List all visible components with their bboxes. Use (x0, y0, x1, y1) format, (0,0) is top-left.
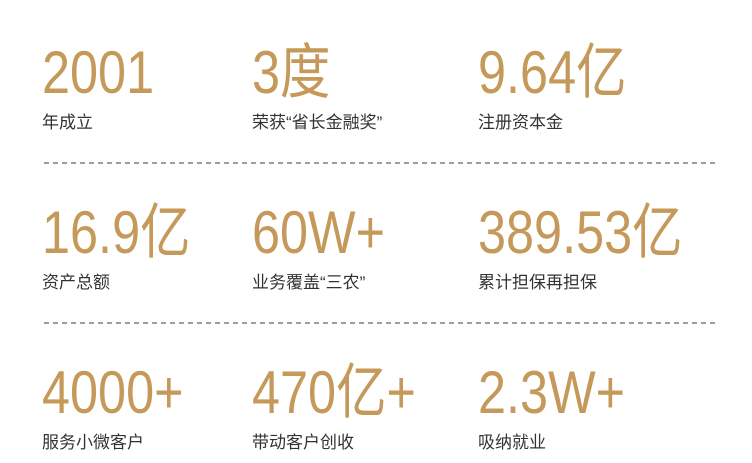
stat-value: 60W+ (252, 198, 386, 266)
stat-label: 注册资本金 (478, 113, 563, 132)
stat-item-cumulative-guarantee: 389.53亿 累计担保再担保 (478, 198, 722, 295)
stat-item-founded: 2001 年成立 (42, 40, 252, 135)
stat-item-total-assets: 16.9亿 资产总额 (42, 198, 252, 295)
stat-label: 累计担保再担保 (478, 272, 597, 292)
stat-value: 470亿+ (252, 358, 416, 426)
stat-value: 3度 (252, 39, 331, 106)
stat-item-employment: 2.3W+ 吸纳就业 (478, 358, 715, 455)
stat-item-business-coverage: 60W+ 业务覆盖“三农” (252, 198, 478, 295)
stat-item-client-revenue: 470亿+ 带动客户创收 (252, 358, 478, 455)
stat-item-registered-capital: 9.64亿 注册资本金 (478, 40, 715, 135)
stat-value: 4000+ (42, 358, 184, 426)
stat-item-awards: 3度 荣获“省长金融奖” (252, 40, 478, 135)
stat-value: 16.9亿 (42, 198, 191, 266)
stats-row-2: 16.9亿 资产总额 60W+ 业务覆盖“三农” 389.53亿 累计担保再担保 (42, 198, 715, 295)
stat-value: 2.3W+ (478, 358, 626, 426)
stat-label: 荣获“省长金融奖” (252, 113, 383, 132)
stat-label: 资产总额 (42, 272, 110, 292)
row-separator (44, 321, 715, 324)
stat-value: 2001 (42, 39, 155, 106)
stat-value: 9.64亿 (478, 39, 627, 106)
stat-value: 389.53亿 (478, 198, 683, 266)
stat-label: 年成立 (42, 113, 93, 132)
stat-label: 服务小微客户 (42, 432, 144, 452)
stat-label: 吸纳就业 (478, 432, 546, 452)
stat-label: 业务覆盖“三农” (252, 272, 366, 292)
row-separator (44, 161, 715, 164)
stat-item-micro-clients: 4000+ 服务小微客户 (42, 358, 252, 455)
stats-row-3: 4000+ 服务小微客户 470亿+ 带动客户创收 2.3W+ 吸纳就业 (42, 358, 715, 455)
stat-label: 带动客户创收 (252, 432, 354, 452)
stats-row-1: 2001 年成立 3度 荣获“省长金融奖” 9.64亿 注册资本金 (42, 40, 715, 135)
